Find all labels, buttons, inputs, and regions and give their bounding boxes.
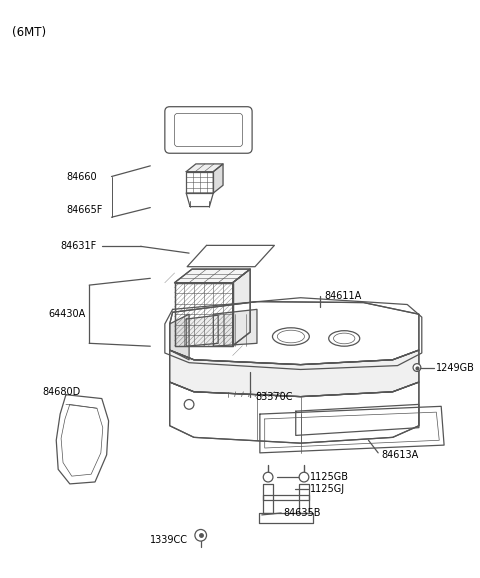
Polygon shape [175, 283, 233, 346]
Polygon shape [213, 309, 257, 346]
Polygon shape [170, 314, 189, 360]
Text: 84635B: 84635B [283, 508, 321, 518]
Polygon shape [170, 302, 419, 365]
Text: 84660: 84660 [66, 172, 96, 181]
Polygon shape [263, 484, 273, 513]
Circle shape [195, 529, 206, 541]
Polygon shape [260, 406, 444, 453]
Circle shape [263, 472, 273, 482]
Text: 84680D: 84680D [43, 387, 81, 397]
Circle shape [184, 399, 194, 409]
Circle shape [299, 472, 309, 482]
Polygon shape [263, 495, 309, 501]
Text: 84611A: 84611A [325, 291, 362, 301]
Text: 83370C: 83370C [255, 392, 292, 402]
Polygon shape [170, 350, 419, 397]
Ellipse shape [329, 331, 360, 346]
Text: 84631F: 84631F [60, 242, 97, 251]
Polygon shape [213, 164, 223, 193]
Text: (6MT): (6MT) [12, 26, 46, 39]
Text: 1125GB: 1125GB [310, 472, 349, 482]
Polygon shape [233, 269, 250, 346]
Text: 64430A: 64430A [48, 309, 85, 319]
Polygon shape [175, 269, 250, 283]
Polygon shape [56, 395, 108, 484]
Text: 84613A: 84613A [381, 450, 418, 460]
Polygon shape [259, 513, 312, 523]
Polygon shape [170, 382, 419, 443]
Circle shape [413, 364, 421, 372]
Polygon shape [186, 193, 213, 206]
Polygon shape [186, 315, 218, 346]
Polygon shape [187, 246, 275, 266]
Polygon shape [299, 484, 309, 513]
Polygon shape [296, 405, 419, 435]
FancyBboxPatch shape [165, 107, 252, 153]
Text: 1125GJ: 1125GJ [310, 484, 346, 494]
Polygon shape [165, 298, 422, 369]
Text: 1339CC: 1339CC [150, 535, 188, 545]
Polygon shape [186, 164, 223, 172]
Polygon shape [186, 172, 213, 193]
Ellipse shape [273, 328, 309, 345]
Text: 1249GB: 1249GB [436, 362, 475, 373]
Text: 84665F: 84665F [66, 205, 102, 216]
